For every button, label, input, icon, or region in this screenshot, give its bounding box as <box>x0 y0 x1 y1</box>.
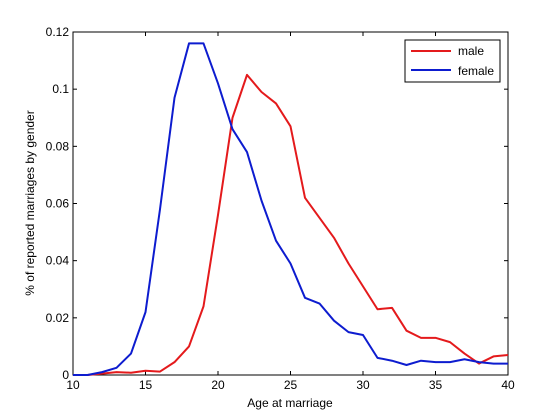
x-tick-label: 20 <box>211 378 225 392</box>
y-tick-label: 0.12 <box>46 25 70 39</box>
series-lines <box>73 42 509 376</box>
y-tick-label: 0.04 <box>46 254 70 268</box>
legend-label-female: female <box>458 64 494 78</box>
legend: male female <box>404 39 501 83</box>
y-tick-label: 0.1 <box>52 82 69 96</box>
plot-area <box>72 31 509 376</box>
legend-label-male: male <box>458 44 484 58</box>
series-line-female <box>73 42 508 376</box>
y-tick-label: 0.08 <box>46 139 70 153</box>
x-tick-label: 15 <box>139 378 153 392</box>
y-tick-label: 0 <box>62 368 69 382</box>
y-tick-label: 0.06 <box>46 197 70 211</box>
series-line-male <box>73 73 509 376</box>
x-axis-label: Age at marriage <box>247 396 333 410</box>
y-axis-label: % of reported marriages by gender <box>23 110 37 295</box>
axis-ticks: 10 15 20 25 30 35 40 0 0.02 0.04 0.06 0.08 0.1 0.12 <box>46 25 515 392</box>
legend-box <box>404 39 501 83</box>
y-tick-label: 0.02 <box>46 311 70 325</box>
x-tick-label: 40 <box>501 378 515 392</box>
x-tick-label: 30 <box>356 378 370 392</box>
x-tick-label: 10 <box>66 378 80 392</box>
x-tick-label: 25 <box>284 378 298 392</box>
x-tick-label: 35 <box>429 378 443 392</box>
